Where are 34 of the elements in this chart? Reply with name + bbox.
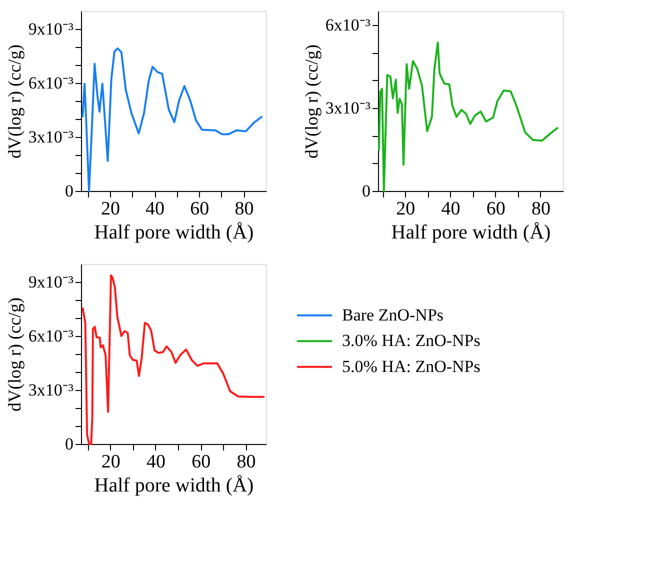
x-axis-title: Half pore width (Å) bbox=[94, 474, 254, 496]
line-series bbox=[378, 42, 560, 192]
line-series bbox=[82, 47, 264, 192]
x-tick-label: 20 bbox=[100, 198, 120, 220]
x-tick-label: 60 bbox=[192, 452, 211, 472]
x-tick-label: 20 bbox=[396, 198, 416, 220]
x-tick-label: 60 bbox=[486, 198, 506, 220]
y-tick-label: 6x10⁻³ bbox=[28, 74, 74, 92]
y-axis-title: dV(log r) (cc/g) bbox=[4, 298, 24, 412]
x-tick-label: 40 bbox=[146, 452, 166, 472]
x-tick-label: 20 bbox=[101, 452, 120, 472]
y-tick-label: 3x10⁻³ bbox=[28, 380, 74, 400]
legend-label: Bare ZnO-NPs bbox=[342, 305, 444, 324]
y-tick-label: 3x10⁻³ bbox=[325, 98, 370, 118]
y-tick-label: 6x10⁻³ bbox=[28, 326, 74, 346]
x-tick-label: 80 bbox=[236, 452, 256, 472]
y-axis-title: dV(log r) (cc/g) bbox=[301, 44, 322, 158]
x-tick-label: 40 bbox=[146, 198, 165, 220]
x-axis-title: Half pore width (Å) bbox=[391, 222, 551, 244]
y-axis-title: dV(log r) (cc/g) bbox=[4, 44, 24, 158]
y-tick-label: 6x10⁻³ bbox=[325, 15, 370, 34]
y-tick-label: 9x10⁻³ bbox=[28, 20, 74, 38]
legend-label: 5.0% HA: ZnO-NPs bbox=[342, 356, 480, 376]
y-tick-label: 9x10⁻³ bbox=[28, 272, 74, 292]
y-tick-label: 3x10⁻³ bbox=[28, 128, 74, 146]
y-tick-label: 0 bbox=[65, 434, 74, 454]
x-tick-label: 80 bbox=[234, 198, 254, 220]
legend-label: 3.0% HA: ZnO-NPs bbox=[342, 331, 480, 350]
x-tick-label: 40 bbox=[441, 198, 460, 220]
x-tick-label: 80 bbox=[531, 198, 550, 220]
x-tick-label: 60 bbox=[190, 198, 210, 220]
y-tick-label: 0 bbox=[362, 182, 370, 200]
x-axis-title: Half pore width (Å) bbox=[94, 222, 254, 244]
y-tick-label: 0 bbox=[65, 182, 74, 200]
